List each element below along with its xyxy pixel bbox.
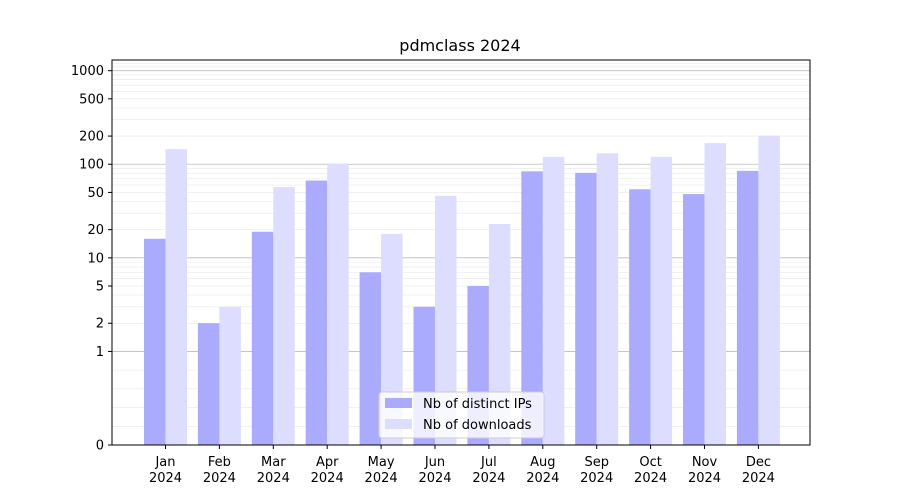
legend-swatch-distinct-ips <box>385 398 412 408</box>
y-tick-label: 200 <box>79 130 104 145</box>
bar-distinct-ips <box>144 238 166 445</box>
x-tick-label: Dec 2024 <box>742 455 775 486</box>
y-tick-label: 10 <box>87 251 104 266</box>
x-axis: Jan 2024 Feb 2024 Mar 2024 Apr 2024 May 2024 Jun 20… <box>149 445 775 486</box>
legend-label-distinct-ips: Nb of distinct IPs <box>423 397 532 412</box>
chart-title: pdmclass 2024 <box>399 36 520 55</box>
y-tick-label: 5 <box>96 280 104 295</box>
y-tick-label: 100 <box>79 158 104 173</box>
legend-box <box>378 391 545 439</box>
y-tick-label: 2 <box>96 317 104 332</box>
bar-distinct-ips <box>629 189 651 445</box>
y-tick-label: 0 <box>96 439 104 454</box>
x-tick-label: Jan 2024 <box>149 455 182 486</box>
x-tick-label: Aug 2024 <box>526 455 559 486</box>
y-tick-label: 1000 <box>71 64 104 79</box>
bar-downloads <box>435 195 457 445</box>
bar-distinct-ips <box>197 323 220 445</box>
bar-downloads <box>542 156 565 446</box>
legend-label-downloads: Nb of downloads <box>423 418 532 433</box>
bar-downloads <box>165 149 187 445</box>
x-tick-label: Jun 2024 <box>418 455 451 486</box>
bar-downloads <box>596 153 619 445</box>
bar-distinct-ips <box>305 180 328 446</box>
y-axis: 0 1 2 5 10 20 50 100 200 500 1000 <box>71 64 112 454</box>
x-tick-label: Oct 2024 <box>634 455 667 486</box>
bar-distinct-ips <box>736 170 759 446</box>
x-tick-label: May 2024 <box>365 455 398 486</box>
y-tick-label: 50 <box>87 186 104 201</box>
x-tick-label: Jul 2024 <box>472 455 505 486</box>
plot-frame <box>111 59 811 446</box>
bar-downloads <box>488 223 511 445</box>
legend: Nb of distinct IPs Nb of downloads <box>378 391 545 439</box>
legend-swatch-downloads <box>385 419 412 429</box>
bar-downloads <box>704 143 726 445</box>
bar-distinct-ips <box>251 231 274 445</box>
bar-downloads <box>650 156 673 446</box>
x-tick-label: Feb 2024 <box>203 455 236 486</box>
bar-distinct-ips <box>521 171 543 445</box>
y-tick-label: 500 <box>79 92 104 107</box>
y-tick-label: 1 <box>96 345 104 360</box>
bar-downloads <box>219 306 241 445</box>
bar-distinct-ips <box>359 272 382 445</box>
y-tick-label: 20 <box>87 223 104 238</box>
x-tick-label: Mar 2024 <box>257 455 290 486</box>
x-tick-label: Nov 2024 <box>688 455 721 486</box>
x-tick-label: Sep 2024 <box>580 455 613 486</box>
bar-downloads <box>758 135 780 445</box>
bar-distinct-ips <box>575 172 597 445</box>
bar-downloads <box>273 187 295 445</box>
x-tick-label: Apr 2024 <box>311 455 344 486</box>
bar-distinct-ips <box>683 194 705 445</box>
bar-downloads <box>327 163 349 445</box>
